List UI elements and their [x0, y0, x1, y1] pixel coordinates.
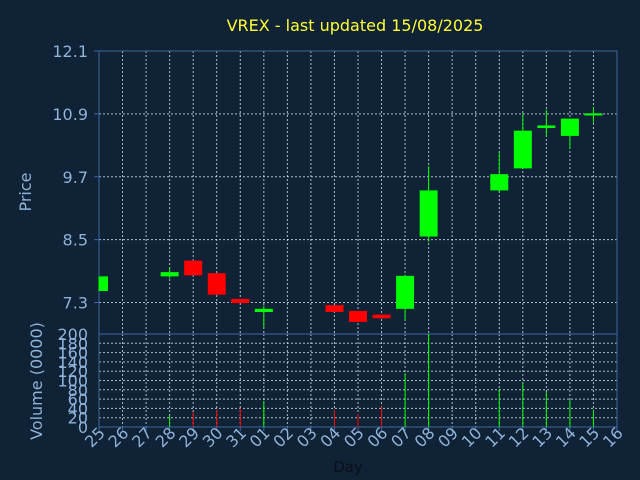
- volume-tick-label: 140: [57, 353, 88, 372]
- volume-axis-label: Volume (0000): [27, 322, 46, 440]
- candle-body: [490, 174, 509, 191]
- candle-body: [349, 310, 367, 322]
- candle-body: [231, 298, 250, 304]
- candle-body: [419, 190, 438, 237]
- candle-body: [184, 260, 203, 276]
- volume-tick-label: 180: [57, 334, 88, 353]
- volume-tick-label: 20: [68, 409, 88, 428]
- volume-tick-label: 40: [68, 399, 88, 418]
- candle-body: [254, 308, 273, 312]
- volume-tick-label: 60: [68, 390, 88, 409]
- candle-body: [584, 113, 603, 116]
- chart-title: VREX - last updated 15/08/2025: [227, 16, 484, 35]
- candle-body: [207, 273, 226, 295]
- candle-body: [537, 125, 556, 129]
- price-tick-label: 12.1: [52, 42, 88, 61]
- candle-body: [99, 276, 108, 292]
- candle-body: [513, 130, 532, 169]
- price-tick-label: 8.5: [63, 231, 88, 250]
- candle-body: [325, 305, 344, 312]
- candle-body: [372, 314, 391, 319]
- volume-tick-label: 120: [57, 362, 88, 381]
- price-tick-label: 10.9: [52, 105, 88, 124]
- candle-body: [560, 118, 579, 136]
- volume-tick-label: 100: [57, 372, 88, 391]
- volume-tick-label: 80: [68, 381, 88, 400]
- volume-tick-label: 0: [78, 418, 88, 437]
- price-axis-label: Price: [16, 172, 35, 211]
- price-tick-label: 7.3: [63, 294, 88, 313]
- candle-body: [160, 272, 179, 277]
- price-tick-label: 9.7: [63, 168, 88, 187]
- volume-tick-label: 200: [57, 325, 88, 344]
- candle-body: [396, 275, 415, 309]
- volume-tick-label: 160: [57, 344, 88, 363]
- price-panel: 7.3 8.5 9.7 10.9 12.1: [52, 42, 618, 335]
- x-axis-label: Day: [333, 458, 363, 476]
